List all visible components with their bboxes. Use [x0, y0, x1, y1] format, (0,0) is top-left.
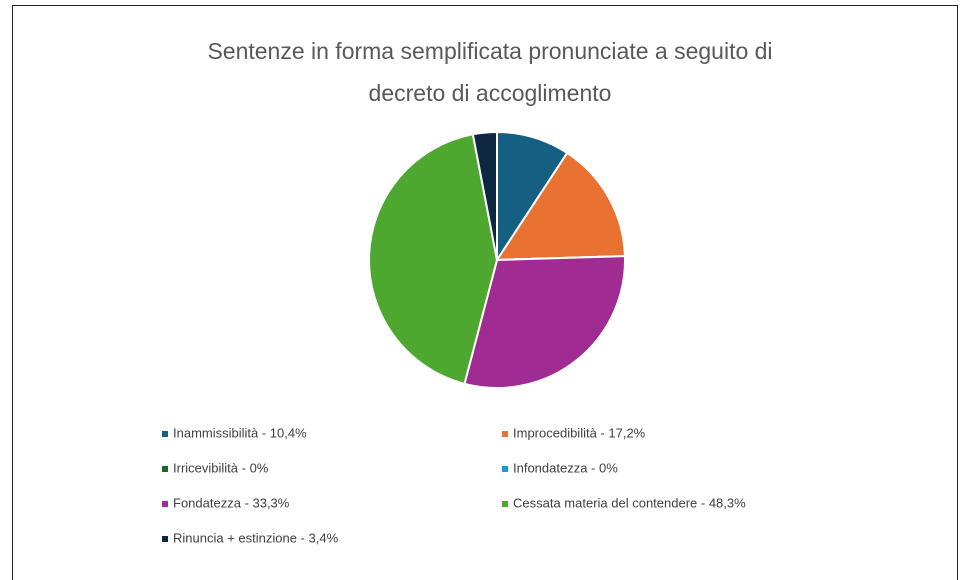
chart-frame — [12, 5, 958, 580]
legend-label: Infondatezza - 0% — [513, 460, 618, 475]
pie-slice — [471, 130, 498, 261]
legend-swatch — [162, 466, 168, 472]
legend-label: Cessata materia del contendere - 48,3% — [513, 495, 746, 510]
legend-swatch — [162, 536, 168, 542]
pie-slice — [495, 151, 626, 262]
legend-swatch — [502, 466, 508, 472]
legend-swatch — [502, 501, 508, 507]
chart-title: Sentenze in forma semplificata pronuncia… — [207, 38, 773, 106]
legend-label: Rinuncia + estinzione - 3,4% — [173, 530, 339, 545]
pie-slice — [368, 133, 499, 386]
legend-label: Fondatezza - 33,3% — [173, 495, 290, 510]
legend-swatch — [502, 431, 508, 437]
legend-swatch — [162, 431, 168, 437]
pie-slice — [463, 255, 626, 389]
legend-label: Inammissibilità - 10,4% — [173, 425, 307, 440]
legend-swatch — [162, 501, 168, 507]
legend-label: Improcedibilità - 17,2% — [513, 425, 646, 440]
legend-label: Irricevibilità - 0% — [173, 460, 269, 475]
